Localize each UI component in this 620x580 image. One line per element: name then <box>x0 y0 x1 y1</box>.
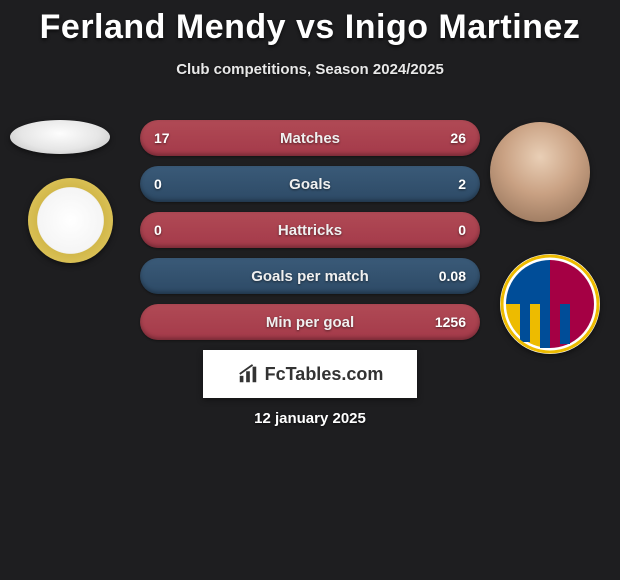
branding-badge: FcTables.com <box>203 350 417 398</box>
club-right-badge <box>500 254 600 354</box>
subtitle: Club competitions, Season 2024/2025 <box>0 61 620 78</box>
stat-right-value: 2 <box>430 176 466 192</box>
stat-label: Hattricks <box>190 222 430 239</box>
stat-row: Goals per match0.08 <box>140 258 480 294</box>
stat-right-value: 0 <box>430 222 466 238</box>
stat-left-value: 0 <box>154 176 190 192</box>
stat-right-value: 1256 <box>430 314 466 330</box>
stats-table: 17Matches260Goals20Hattricks0Goals per m… <box>140 120 480 350</box>
stat-row: 0Hattricks0 <box>140 212 480 248</box>
date-label: 12 january 2025 <box>0 410 620 427</box>
stat-right-value: 26 <box>430 130 466 146</box>
club-left-badge <box>28 178 113 263</box>
stat-row: 17Matches26 <box>140 120 480 156</box>
stat-label: Min per goal <box>190 314 430 331</box>
stat-label: Goals per match <box>190 268 430 285</box>
stat-row: Min per goal1256 <box>140 304 480 340</box>
page-title: Ferland Mendy vs Inigo Martinez <box>0 0 620 47</box>
stat-left-value: 0 <box>154 222 190 238</box>
stat-right-value: 0.08 <box>430 268 466 284</box>
stat-left-value: 17 <box>154 130 190 146</box>
player-left-avatar <box>10 120 110 154</box>
player-right-avatar <box>490 122 590 222</box>
stat-label: Matches <box>190 130 430 147</box>
stat-row: 0Goals2 <box>140 166 480 202</box>
branding-text: FcTables.com <box>265 364 384 385</box>
chart-icon <box>237 363 259 385</box>
stat-label: Goals <box>190 176 430 193</box>
